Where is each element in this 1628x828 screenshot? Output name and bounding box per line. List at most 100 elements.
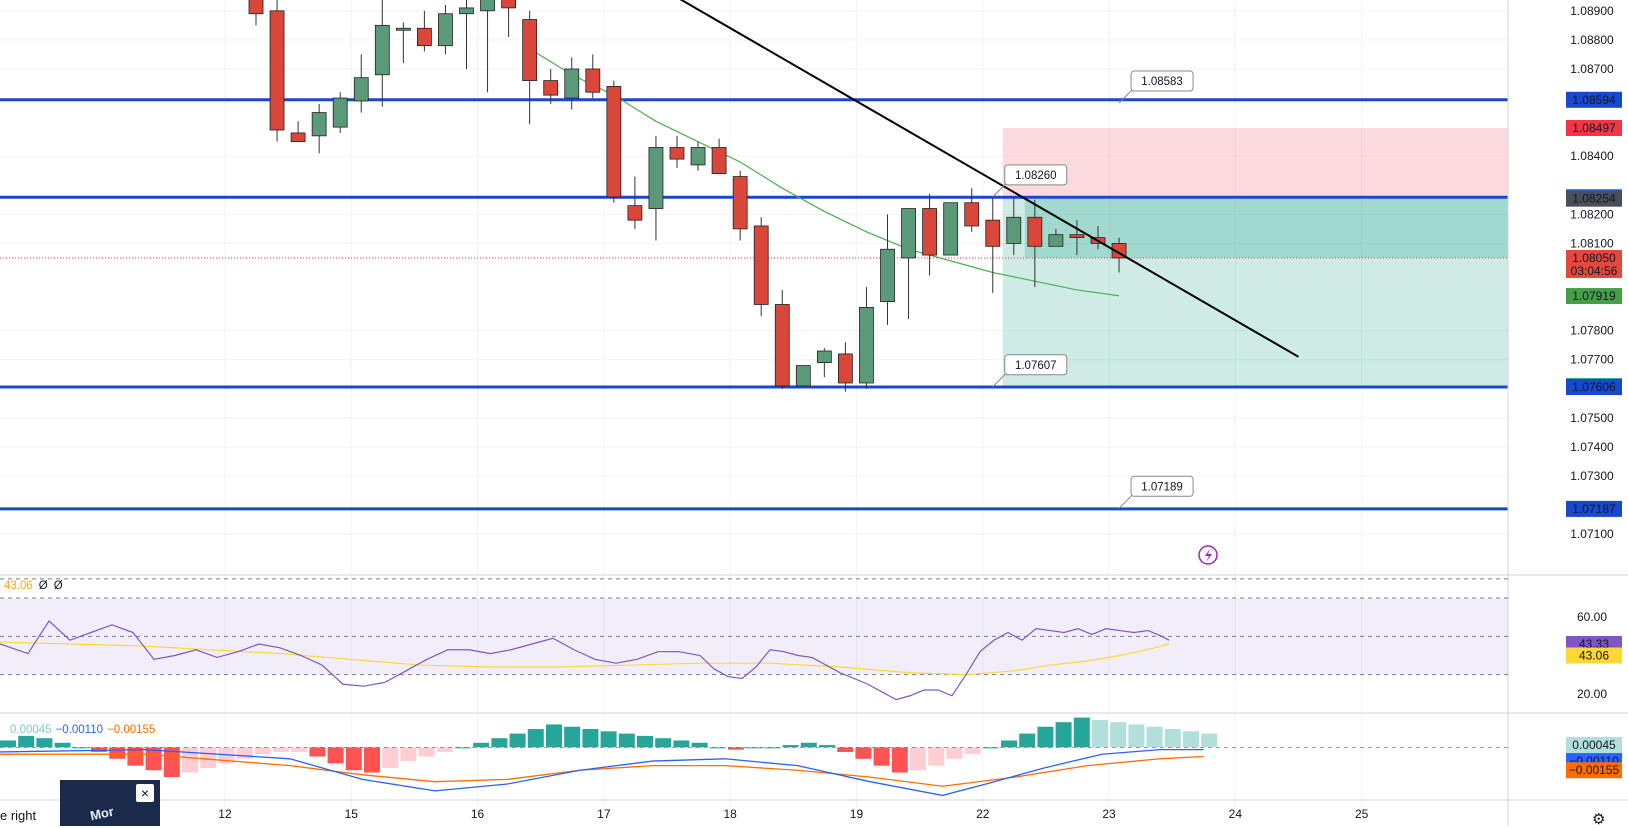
bearish-candle xyxy=(501,0,517,37)
macd-histogram-bar xyxy=(418,747,435,757)
macd-histogram-bar xyxy=(436,747,453,752)
macd-line xyxy=(0,748,1204,797)
alert-icon xyxy=(1198,545,1218,565)
bullish-candle xyxy=(395,22,411,64)
candle-body xyxy=(1069,234,1085,239)
rsi-tick-label: 20.00 xyxy=(1577,687,1607,701)
macd-histogram-bar xyxy=(455,747,471,749)
macd-histogram-bar xyxy=(1092,719,1108,748)
price-tick-label: 1.07700 xyxy=(1570,353,1614,367)
macd-histogram-bar xyxy=(345,747,362,771)
stop-zone xyxy=(1002,127,1508,199)
sma-line xyxy=(529,48,1120,297)
macd-histogram-bar xyxy=(1019,733,1036,748)
macd-histogram-bar xyxy=(200,747,217,768)
macd-legend: 0.00045 −0.00110 −0.00155 xyxy=(10,724,155,736)
macd-histogram-bar xyxy=(145,747,162,771)
macd-histogram-bar xyxy=(473,742,490,748)
time-tick-label: 23 xyxy=(1102,807,1116,821)
macd-histogram-bar xyxy=(728,747,744,750)
bearish-candle xyxy=(985,196,1001,293)
candle-body xyxy=(416,27,432,47)
macd-histogram-bar xyxy=(582,729,599,748)
bearish-candle xyxy=(585,54,601,99)
macd-badge-bg xyxy=(1566,737,1622,754)
bearish-candle xyxy=(838,342,853,392)
candle-body xyxy=(248,0,264,15)
macd-histogram-bar xyxy=(655,738,672,748)
macd-histogram-bar xyxy=(982,747,999,749)
price-badge-label: 1.08594 xyxy=(1572,93,1616,107)
rsi-badge-bg xyxy=(1566,647,1622,664)
bearish-candle xyxy=(416,10,432,52)
rsi-ma-line xyxy=(0,641,1170,676)
callout-box xyxy=(1004,164,1068,186)
price-badge-label: 1.07187 xyxy=(1572,502,1616,516)
macd-histogram-bar xyxy=(564,726,581,748)
candle-body xyxy=(795,365,811,387)
macd-histogram-bar xyxy=(18,735,35,748)
candle-body xyxy=(501,0,517,9)
price-tick-label: 1.08400 xyxy=(1570,149,1614,163)
macd-legend-item: −0.00110 xyxy=(56,724,103,736)
candle-body xyxy=(985,219,1001,247)
time-tick-label: 16 xyxy=(471,807,485,821)
bearish-candle xyxy=(1027,199,1043,288)
rsi-legend-item: Ø xyxy=(39,580,48,592)
price-tick-label: 1.07800 xyxy=(1570,324,1614,338)
bearish-candle xyxy=(732,170,748,241)
macd-histogram-bar xyxy=(91,747,107,752)
macd-histogram-bar xyxy=(72,747,89,749)
time-tick-label: 12 xyxy=(218,807,232,821)
price-badge: 1.08254 xyxy=(1566,190,1622,207)
macd-histogram-bar xyxy=(0,740,16,748)
macd-legend-item: 0.00045 xyxy=(10,724,52,736)
candle-body xyxy=(1006,216,1022,244)
price-badge-bg xyxy=(1566,190,1622,207)
macd-histogram-bar xyxy=(364,747,380,773)
macd-histogram-bar xyxy=(182,747,198,773)
macd-histogram-bar xyxy=(800,742,817,748)
macd-badge-bg xyxy=(1566,762,1622,779)
candle-body xyxy=(753,225,769,305)
bearish-candle xyxy=(543,68,559,104)
candle-body xyxy=(522,19,538,81)
macd-histogram-bar xyxy=(1037,726,1054,748)
macd-histogram-bar xyxy=(637,735,653,748)
macd-histogram-bar xyxy=(964,747,981,755)
time-tick-label: 25 xyxy=(1355,807,1369,821)
candle-body xyxy=(459,7,474,15)
macd-histogram-bar xyxy=(491,738,508,748)
bullish-candle xyxy=(795,365,811,387)
bullish-candle xyxy=(943,202,959,256)
macd-histogram-bar xyxy=(673,740,690,748)
bearish-candle xyxy=(922,193,937,276)
macd-histogram-bar xyxy=(1001,740,1017,748)
price-tick-label: 1.08800 xyxy=(1570,33,1614,47)
price-badge-bg xyxy=(1566,91,1622,108)
macd-histogram-bar xyxy=(36,738,53,748)
macd-histogram-bar xyxy=(746,747,763,749)
macd-legend-item: −0.00155 xyxy=(107,724,155,736)
candle-body xyxy=(374,24,390,76)
candle-body xyxy=(922,208,937,256)
price-badge: 1.08497 xyxy=(1566,119,1622,136)
candle-body xyxy=(669,147,685,160)
close-icon[interactable]: × xyxy=(136,784,154,802)
bearish-candle xyxy=(774,289,790,389)
gear-icon[interactable]: ⚙ xyxy=(1592,811,1606,828)
countdown-label: 03:04:56 xyxy=(1571,264,1618,278)
promo-thumbnail[interactable]: Mor × xyxy=(60,780,160,826)
candle-body xyxy=(880,248,895,302)
candle-body xyxy=(1027,216,1043,247)
alert-icon-ring xyxy=(1198,545,1218,565)
macd-badge-label: 0.00045 xyxy=(1572,738,1616,752)
promo-text: Mor xyxy=(88,803,116,824)
price-badge: 1.08594 xyxy=(1566,91,1622,108)
callout-box xyxy=(1130,475,1194,497)
bullish-candle xyxy=(648,135,664,241)
macd-histogram-bar xyxy=(837,747,854,752)
candle-body xyxy=(1048,234,1064,247)
